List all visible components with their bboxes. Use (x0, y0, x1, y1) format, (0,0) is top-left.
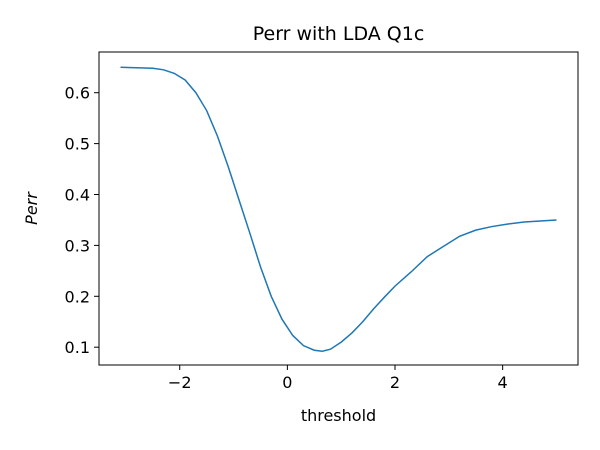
y-axis: 0.1 0.2 0.3 0.4 0.5 0.6 (65, 84, 99, 357)
y-axis-label: Perr (22, 191, 41, 225)
x-tick-label: −2 (168, 373, 192, 392)
y-tick-label: 0.1 (65, 338, 90, 357)
chart-title: Perr with LDA Q1c (253, 23, 425, 45)
y-tick-label: 0.5 (65, 135, 90, 154)
series-line (120, 66, 557, 353)
x-tick-label: 4 (498, 373, 508, 392)
y-tick-label: 0.6 (65, 84, 90, 103)
y-tick-label: 0.2 (65, 287, 90, 306)
x-tick-label: 2 (390, 373, 400, 392)
x-tick-label: 0 (282, 373, 292, 392)
x-axis-label: threshold (301, 406, 376, 425)
plot-area (98, 51, 579, 366)
y-tick-label: 0.3 (65, 236, 90, 255)
y-tick-label: 0.4 (65, 186, 90, 205)
x-axis: −2 0 2 4 (168, 365, 508, 392)
